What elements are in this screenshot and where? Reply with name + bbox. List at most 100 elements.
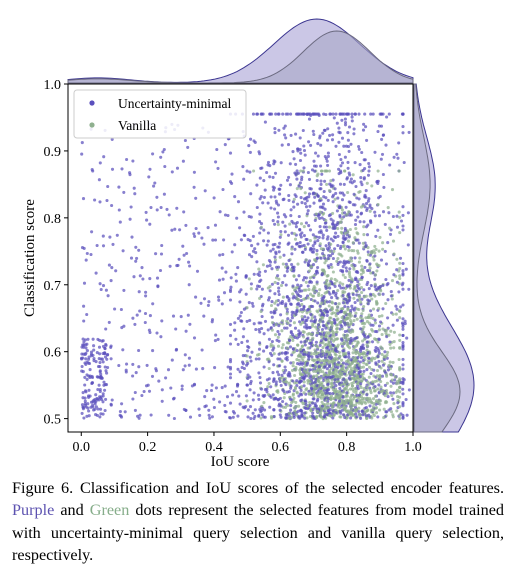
scatter-point bbox=[396, 395, 400, 399]
scatter-point bbox=[273, 292, 277, 296]
scatter-point bbox=[103, 388, 107, 392]
scatter-point bbox=[383, 383, 387, 387]
scatter-point bbox=[133, 322, 137, 326]
scatter-point bbox=[218, 253, 222, 257]
scatter-point bbox=[149, 413, 153, 417]
scatter-point bbox=[248, 239, 252, 243]
scatter-point bbox=[405, 336, 409, 340]
scatter-point bbox=[315, 414, 319, 418]
x-tick-label: 0.4 bbox=[205, 440, 223, 455]
scatter-point bbox=[120, 167, 124, 171]
scatter-point bbox=[273, 127, 277, 131]
scatter-point bbox=[313, 290, 317, 294]
scatter-point bbox=[356, 280, 360, 284]
scatter-point bbox=[331, 112, 335, 116]
scatter-point bbox=[212, 397, 216, 401]
scatter-point bbox=[146, 383, 150, 387]
scatter-point bbox=[228, 298, 233, 302]
scatter-point bbox=[181, 159, 185, 163]
scatter-point bbox=[307, 140, 311, 144]
scatter-point bbox=[378, 408, 382, 412]
scatter-point bbox=[298, 228, 302, 232]
scatter-point bbox=[401, 205, 405, 209]
scatter-point bbox=[257, 284, 262, 289]
scatter-point bbox=[83, 399, 87, 403]
scatter-point bbox=[318, 343, 322, 347]
scatter-point bbox=[258, 381, 263, 385]
scatter-point bbox=[364, 202, 369, 206]
scatter-point bbox=[85, 251, 89, 256]
scatter-point bbox=[341, 365, 345, 369]
scatter-point bbox=[236, 342, 240, 346]
scatter-point bbox=[398, 405, 402, 409]
scatter-point bbox=[277, 245, 281, 249]
scatter-point bbox=[357, 294, 361, 298]
scatter-point bbox=[245, 169, 249, 173]
scatter-point bbox=[248, 318, 252, 322]
scatter-point bbox=[373, 394, 378, 398]
scatter-point bbox=[329, 382, 333, 386]
scatter-point bbox=[276, 281, 280, 286]
scatter-point bbox=[291, 292, 295, 296]
scatter-point bbox=[379, 320, 383, 324]
scatter-point bbox=[252, 391, 256, 395]
scatter-point bbox=[377, 196, 381, 200]
scatter-point bbox=[283, 230, 287, 234]
scatter-point bbox=[401, 392, 405, 396]
scatter-point bbox=[299, 388, 303, 392]
scatter-point bbox=[315, 174, 319, 178]
scatter-point bbox=[310, 414, 314, 418]
scatter-point bbox=[340, 315, 344, 320]
scatter-point bbox=[101, 339, 105, 343]
scatter-point bbox=[316, 194, 320, 198]
scatter-point bbox=[372, 413, 376, 418]
scatter-point bbox=[98, 200, 102, 204]
scatter-point bbox=[212, 405, 216, 410]
scatter-point bbox=[346, 230, 350, 234]
scatter-point bbox=[259, 410, 263, 414]
scatter-point bbox=[246, 408, 250, 412]
scatter-point bbox=[312, 247, 316, 251]
scatter-point bbox=[314, 350, 318, 354]
scatter-point bbox=[371, 307, 376, 311]
scatter-point bbox=[302, 391, 306, 395]
scatter-point bbox=[341, 265, 345, 269]
scatter-point bbox=[391, 323, 395, 327]
scatter-point bbox=[103, 408, 107, 413]
scatter-point bbox=[326, 154, 330, 158]
scatter-point bbox=[334, 293, 338, 298]
scatter-point bbox=[349, 280, 354, 284]
scatter-point bbox=[367, 299, 372, 303]
scatter-point bbox=[311, 288, 315, 292]
scatter-point bbox=[337, 391, 341, 395]
scatter-point bbox=[269, 206, 273, 210]
scatter-point bbox=[382, 416, 386, 420]
scatter-point bbox=[239, 310, 243, 315]
scatter-point bbox=[133, 390, 137, 395]
scatter-point bbox=[357, 371, 361, 375]
scatter-point bbox=[318, 376, 323, 380]
scatter-point bbox=[375, 269, 379, 273]
scatter-point bbox=[398, 390, 402, 394]
scatter-point bbox=[298, 158, 303, 163]
scatter-point bbox=[306, 346, 310, 350]
scatter-point bbox=[401, 224, 405, 228]
scatter-point bbox=[118, 409, 122, 414]
scatter-point bbox=[331, 200, 335, 204]
scatter-point bbox=[279, 383, 283, 387]
scatter-point bbox=[313, 195, 317, 199]
scatter-point bbox=[330, 296, 334, 300]
scatter-point bbox=[216, 166, 220, 170]
scatter-point bbox=[279, 229, 283, 234]
scatter-point bbox=[344, 205, 348, 209]
scatter-point bbox=[398, 416, 402, 421]
scatter-point bbox=[357, 197, 361, 201]
scatter-point bbox=[251, 249, 255, 253]
scatter-point bbox=[309, 304, 313, 308]
scatter-point bbox=[214, 160, 218, 164]
scatter-point bbox=[210, 415, 214, 419]
scatter-point bbox=[323, 179, 327, 183]
scatter-point bbox=[309, 143, 313, 147]
scatter-point bbox=[319, 229, 323, 233]
scatter-point bbox=[291, 351, 295, 355]
